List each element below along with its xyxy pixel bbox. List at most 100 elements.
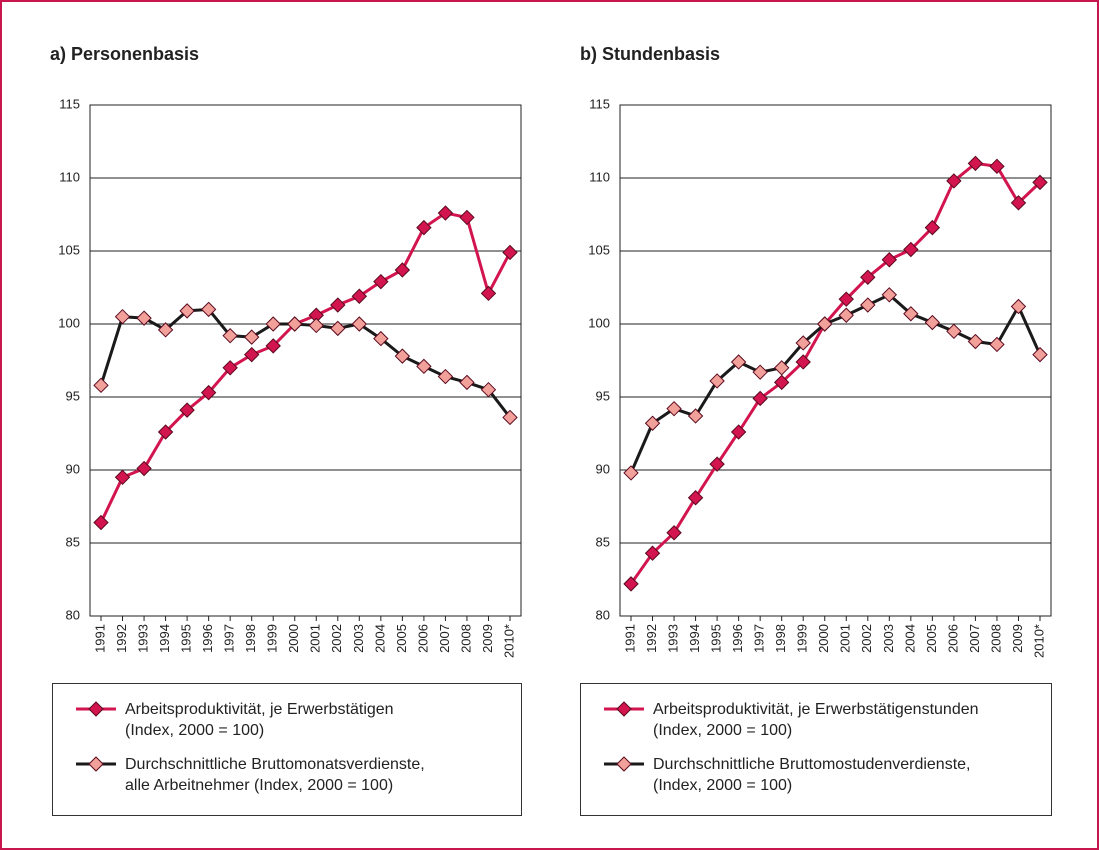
legend-label: Durchschnittliche Bruttomostudenverdiens… bbox=[653, 756, 971, 794]
chart-title: b) Stundenbasis bbox=[580, 44, 720, 64]
point bbox=[687, 408, 704, 424]
point bbox=[200, 301, 217, 318]
y-tick-label: 80 bbox=[66, 607, 80, 622]
point bbox=[644, 415, 661, 431]
point bbox=[437, 368, 454, 385]
series-line bbox=[629, 161, 1042, 585]
y-tick-label: 90 bbox=[596, 461, 610, 476]
x-tick-label: 2003 bbox=[351, 624, 366, 653]
point bbox=[93, 514, 109, 531]
x-tick-label: 1998 bbox=[773, 624, 788, 653]
legend-label: Arbeitsproduktivität, je Erwerbstätigen … bbox=[125, 701, 394, 739]
y-tick-label: 110 bbox=[589, 169, 610, 184]
y-tick-label: 115 bbox=[589, 96, 610, 111]
point bbox=[903, 241, 919, 258]
point bbox=[114, 469, 131, 486]
series-line bbox=[629, 293, 1042, 474]
x-tick-label: 2002 bbox=[859, 624, 874, 653]
point bbox=[817, 316, 833, 332]
point bbox=[1032, 174, 1048, 191]
point bbox=[351, 288, 368, 304]
legend: Arbeitsproduktivität, je Erwerbstätigens… bbox=[580, 683, 1052, 816]
point bbox=[287, 316, 303, 332]
point bbox=[502, 244, 518, 261]
x-tick-label: 1994 bbox=[157, 624, 172, 653]
y-tick-label: 110 bbox=[59, 169, 80, 184]
point bbox=[459, 209, 475, 226]
point bbox=[437, 205, 454, 221]
x-tick-label: 2008 bbox=[988, 624, 1003, 653]
point bbox=[795, 354, 811, 370]
x-tick-label: 1999 bbox=[265, 624, 280, 653]
x-tick-label: 1992 bbox=[114, 624, 129, 653]
x-tick-label: 2001 bbox=[308, 624, 323, 653]
y-tick-label: 95 bbox=[596, 388, 610, 403]
legend-label: Durchschnittliche Bruttomonatsverdienste… bbox=[125, 756, 425, 794]
point bbox=[773, 374, 790, 391]
point bbox=[222, 360, 238, 376]
x-tick-label: 2004 bbox=[372, 624, 387, 653]
y-tick-label: 85 bbox=[596, 534, 610, 549]
y-tick-label: 100 bbox=[588, 315, 610, 330]
point bbox=[287, 316, 303, 332]
x-tick-label: 1995 bbox=[709, 624, 724, 653]
y-tick-label: 85 bbox=[66, 534, 80, 549]
point bbox=[114, 308, 131, 325]
point bbox=[860, 297, 876, 313]
point bbox=[838, 291, 854, 307]
y-tick-label: 100 bbox=[58, 315, 80, 330]
point bbox=[459, 374, 475, 391]
point bbox=[1010, 195, 1027, 211]
point bbox=[157, 424, 174, 440]
y-tick-label: 115 bbox=[59, 96, 80, 111]
x-tick-label: 1993 bbox=[135, 624, 150, 653]
series-line bbox=[99, 307, 512, 419]
point bbox=[989, 158, 1005, 175]
x-tick-label: 2007 bbox=[437, 624, 452, 653]
point bbox=[136, 310, 152, 326]
x-tick-label: 1999 bbox=[795, 624, 810, 653]
point bbox=[623, 465, 639, 481]
point bbox=[817, 316, 833, 332]
point bbox=[222, 327, 238, 344]
x-tick-label: 1991 bbox=[622, 624, 637, 653]
point bbox=[881, 252, 898, 268]
plot-area bbox=[89, 104, 522, 617]
point bbox=[666, 400, 682, 417]
point bbox=[967, 333, 984, 350]
x-tick-label: 1996 bbox=[200, 624, 215, 653]
x-tick-label: 1995 bbox=[179, 624, 194, 653]
point bbox=[394, 348, 411, 364]
point bbox=[179, 303, 195, 319]
legend: Arbeitsproduktivität, je Erwerbstätigen … bbox=[52, 683, 522, 816]
point bbox=[502, 409, 518, 426]
point bbox=[924, 219, 941, 236]
point bbox=[687, 490, 704, 506]
point bbox=[179, 402, 195, 418]
point bbox=[480, 285, 497, 302]
point bbox=[330, 297, 346, 313]
x-tick-label: 1998 bbox=[243, 624, 258, 653]
point bbox=[838, 307, 854, 323]
x-tick-label: 1996 bbox=[730, 624, 745, 653]
point bbox=[730, 354, 747, 370]
point bbox=[416, 219, 432, 236]
point bbox=[644, 545, 661, 561]
y-tick-label: 95 bbox=[66, 388, 80, 403]
x-tick-label: 2003 bbox=[881, 624, 896, 653]
legend-label: Arbeitsproduktivität, je Erwerbstätigens… bbox=[653, 701, 979, 739]
x-tick-label: 1997 bbox=[752, 624, 767, 653]
x-tick-label: 2004 bbox=[902, 624, 917, 653]
x-tick-label: 2009 bbox=[1010, 624, 1025, 653]
point bbox=[989, 336, 1005, 353]
x-tick-label: 1997 bbox=[222, 624, 237, 653]
series-line bbox=[99, 211, 512, 524]
point bbox=[730, 424, 747, 440]
x-tick-label: 2002 bbox=[329, 624, 344, 653]
point bbox=[881, 287, 898, 303]
y-tick-label: 105 bbox=[588, 242, 610, 257]
y-tick-label: 80 bbox=[596, 607, 610, 622]
point bbox=[924, 314, 941, 331]
point bbox=[394, 262, 411, 278]
x-tick-label: 2000 bbox=[816, 624, 831, 653]
